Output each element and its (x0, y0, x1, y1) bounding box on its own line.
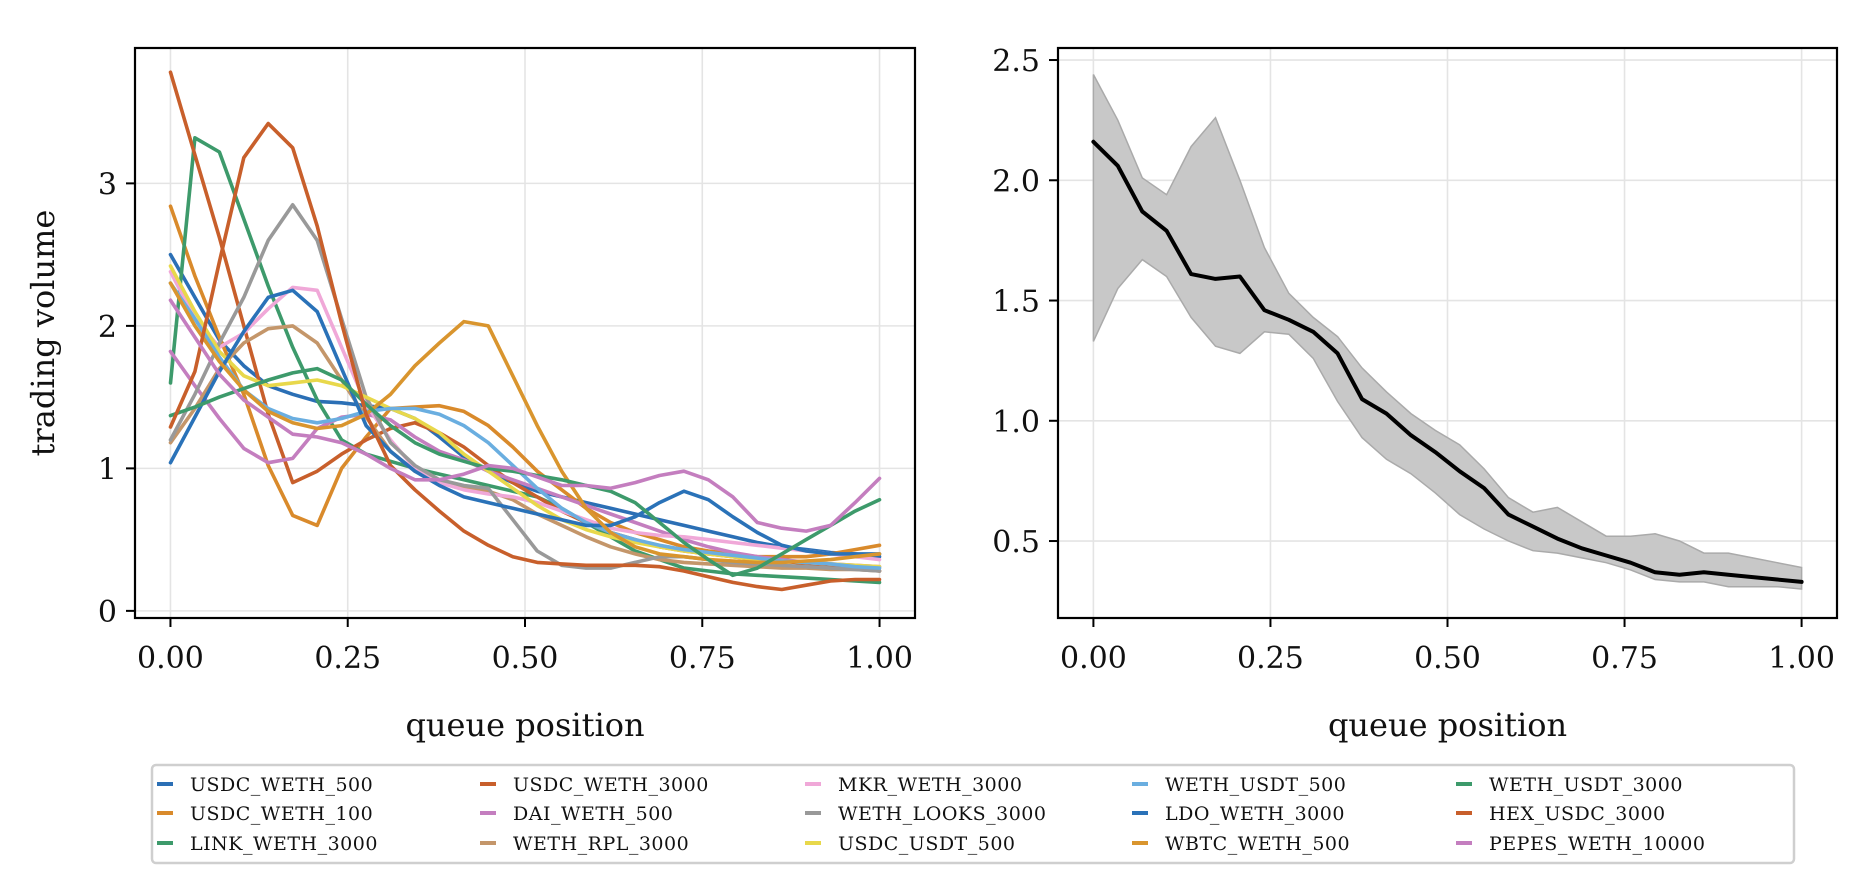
legend-item: USDC_WETH_100 (157, 803, 373, 825)
series-line-usdc-weth-500 (168, 252, 882, 559)
series-line-ldo-weth-3000 (168, 288, 882, 556)
legend-label: WETH_RPL_3000 (513, 833, 689, 855)
legend-item: HEX_USDC_3000 (1456, 803, 1666, 825)
y-tick-label: 1 (98, 452, 117, 487)
y-tick-label: 2.0 (992, 164, 1040, 199)
y-tick-label: 3 (98, 167, 117, 202)
legend-label: LDO_WETH_3000 (1165, 803, 1345, 825)
y-tick-label: 0 (98, 595, 117, 630)
legend-item: USDC_WETH_500 (157, 774, 373, 796)
legend-label: PEPES_WETH_10000 (1489, 833, 1705, 855)
legend-item: MKR_WETH_3000 (805, 774, 1022, 796)
x-axis-label: queue position (405, 706, 644, 744)
legend-label: WBTC_WETH_500 (1165, 833, 1350, 855)
left-plot-panel: 0.00 0.25 0.50 0.75 1.00 0 1 2 3 queue position tr… (24, 46, 917, 744)
legend: USDC_WETH_500 USDC_WETH_100 LINK_WETH_3000… (150, 763, 1796, 865)
x-tick-label: 0.25 (314, 641, 381, 676)
legend-label: USDC_WETH_500 (190, 774, 373, 796)
legend-label: WETH_USDT_3000 (1489, 774, 1683, 796)
x-tick-label: 1.00 (846, 641, 913, 676)
legend-item: PEPES_WETH_10000 (1456, 833, 1705, 855)
legend-label: USDC_USDT_500 (838, 833, 1016, 855)
legend-item: DAI_WETH_500 (480, 803, 673, 825)
x-axis-label: queue position (1328, 706, 1567, 744)
legend-item: WETH_RPL_3000 (480, 833, 689, 855)
right-plot-panel: 0.00 0.25 0.50 0.75 1.00 0.5 1.0 1.5 2.0 2.5 queue… (992, 44, 1839, 744)
legend-label: LINK_WETH_3000 (190, 833, 378, 855)
legend-label: WETH_USDT_500 (1165, 774, 1346, 796)
series-line-weth-usdt-500 (168, 281, 882, 570)
y-tick-label: 1.0 (992, 405, 1040, 440)
series-line-hex-usdc-3000 (168, 121, 882, 592)
legend-item: WETH_USDT_500 (1132, 774, 1346, 796)
legend-label: WETH_LOOKS_3000 (838, 803, 1046, 825)
legend-label: USDC_WETH_3000 (513, 774, 709, 796)
grid (135, 48, 915, 618)
legend-item: LINK_WETH_3000 (157, 833, 378, 855)
y-axis-label: trading volume (24, 210, 62, 457)
y-tick-label: 1.5 (992, 285, 1040, 320)
legend-label: HEX_USDC_3000 (1489, 803, 1666, 825)
legend-label: MKR_WETH_3000 (838, 774, 1022, 796)
x-tick-label: 0.50 (492, 641, 559, 676)
legend-item: WBTC_WETH_500 (1132, 833, 1350, 855)
series-lines (1091, 139, 1804, 584)
x-tick-label: 0.75 (669, 641, 736, 676)
y-tick-label: 2.5 (992, 44, 1040, 79)
legend-item: USDC_WETH_3000 (480, 774, 709, 796)
legend-label: DAI_WETH_500 (513, 803, 673, 825)
x-tick-label: 0.00 (1060, 641, 1127, 676)
series-line-mean (1091, 139, 1804, 584)
legend-item: WETH_USDT_3000 (1456, 774, 1683, 796)
legend-item: USDC_USDT_500 (805, 833, 1016, 855)
y-tick-label: 0.5 (992, 525, 1040, 560)
legend-item: LDO_WETH_3000 (1132, 803, 1345, 825)
series-line-link-weth-3000 (168, 136, 882, 585)
legend-label: USDC_WETH_100 (190, 803, 373, 825)
legend-item: WETH_LOOKS_3000 (805, 803, 1046, 825)
grid (1058, 48, 1837, 618)
series-line-pepes-weth-10000 (168, 298, 882, 533)
x-tick-label: 0.75 (1591, 641, 1658, 676)
y-tick-label: 2 (98, 310, 117, 345)
x-tick-label: 1.00 (1768, 641, 1835, 676)
confidence-band (1092, 74, 1803, 590)
x-tick-label: 0.25 (1237, 641, 1304, 676)
series-lines (168, 70, 882, 592)
x-tick-label: 0.50 (1414, 641, 1481, 676)
series-line-wbtc-weth-500 (168, 281, 882, 565)
legend-frame (150, 763, 1796, 865)
x-tick-label: 0.00 (137, 641, 204, 676)
